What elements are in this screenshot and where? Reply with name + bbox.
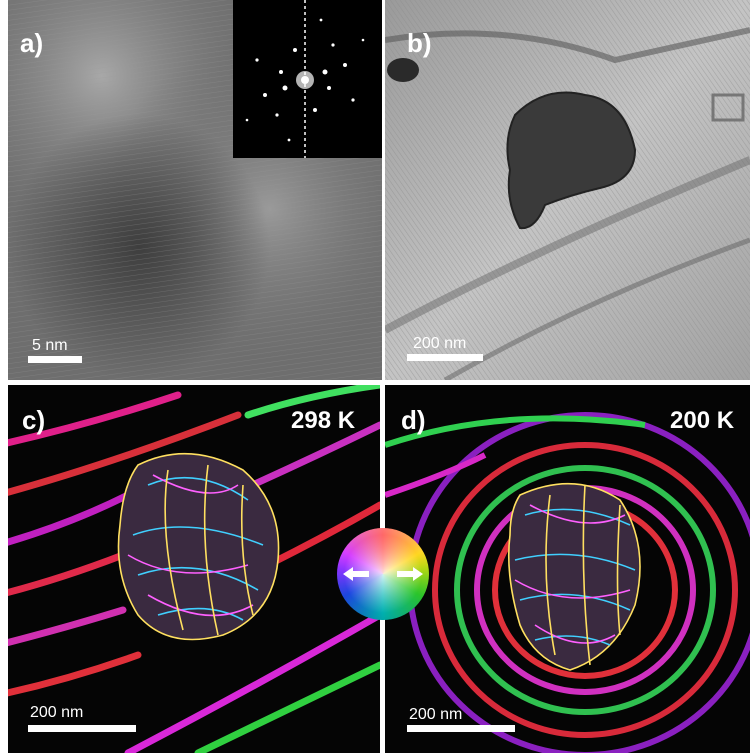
panel-d-label: d): [401, 405, 426, 435]
tem-image: [385, 0, 750, 380]
panel-c-phase-map: c) 298 K 200 nm: [8, 385, 380, 753]
phase-map-200k: [385, 385, 750, 753]
panel-a-scalebar-text: 5 nm: [32, 337, 68, 354]
panel-c-scalebar-text: 200 nm: [30, 704, 84, 721]
panel-c-temperature: 298 K: [291, 407, 356, 434]
panel-b-scalebar-text: 200 nm: [413, 335, 467, 352]
hsv-color-wheel-icon: [337, 528, 429, 620]
panel-a-scalebar: [28, 356, 82, 363]
panel-b-scalebar: [407, 354, 483, 361]
panel-d-phase-map: d) 200 K 200 nm: [385, 385, 750, 753]
panel-b-label: b): [407, 28, 432, 58]
panel-a-hrtem: a) 5 nm: [8, 0, 382, 380]
flake: [506, 91, 637, 230]
diffraction-pattern-icon: [245, 0, 365, 158]
panel-c-label: c): [22, 405, 46, 435]
panel-b-tem: b) 200 nm: [385, 0, 750, 380]
fft-inset: [233, 0, 382, 158]
panel-a-label: a): [20, 28, 44, 58]
arrow-right-icon: [397, 567, 423, 581]
panel-c-scalebar: [28, 725, 136, 732]
panel-d-scalebar: [407, 725, 515, 732]
phase-map-298k: [8, 385, 380, 753]
panel-d-scalebar-text: 200 nm: [409, 706, 463, 723]
arrow-left-icon: [343, 567, 369, 581]
panel-d-temperature: 200 K: [670, 407, 735, 434]
